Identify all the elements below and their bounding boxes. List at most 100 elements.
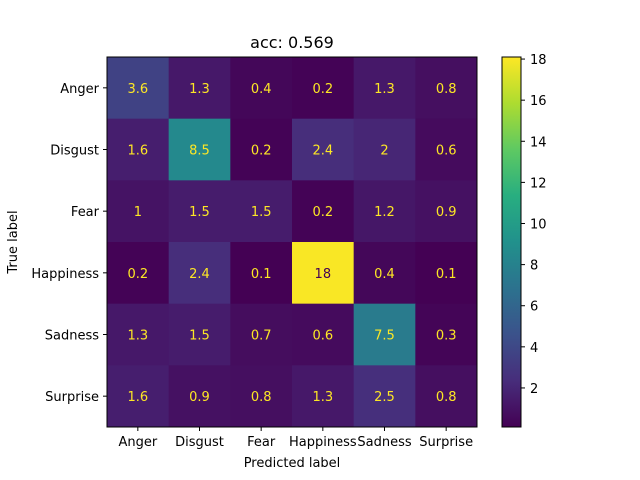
cell-value-label: 0.8 bbox=[251, 390, 272, 405]
cell-value-label: 0.7 bbox=[251, 329, 272, 344]
heatmap-cell bbox=[230, 57, 293, 120]
colorbar-ticks: 2 4 6 8 10 12 14 16 18 bbox=[521, 53, 547, 397]
heatmap-cell bbox=[353, 365, 416, 428]
cell-value-label: 1.5 bbox=[251, 205, 272, 220]
cell-value-label: 0.2 bbox=[127, 267, 148, 282]
heatmap-cell bbox=[353, 242, 416, 305]
colorbar-tick-label: 16 bbox=[530, 94, 547, 109]
heatmap-cell bbox=[107, 242, 170, 305]
x-axis-label: Predicted label bbox=[244, 456, 341, 471]
heatmap-cell bbox=[292, 242, 355, 305]
cell-value-label: 0.6 bbox=[312, 329, 333, 344]
cell-value-label: 1.6 bbox=[127, 390, 148, 405]
cell-value-label: 0.6 bbox=[436, 144, 457, 159]
cell-value-label: 2.4 bbox=[312, 144, 333, 159]
colorbar-tick-label: 10 bbox=[530, 218, 547, 233]
cell-value-label: 1.2 bbox=[374, 205, 395, 220]
heatmap-cell bbox=[415, 303, 478, 366]
cell-value-label: 0.2 bbox=[312, 82, 333, 97]
heatmap-cell bbox=[292, 180, 355, 243]
heatmap-cell bbox=[107, 180, 170, 243]
heatmap-cell bbox=[415, 57, 478, 120]
cell-value-label: 0.4 bbox=[251, 82, 272, 97]
y-tick-label: Disgust bbox=[50, 144, 99, 159]
heatmap-cell bbox=[168, 365, 231, 428]
cell-value-label: 0.8 bbox=[436, 390, 457, 405]
cell-value-label: 0.1 bbox=[251, 267, 272, 282]
cell-value-label: 0.2 bbox=[251, 144, 272, 159]
x-tick-label: Surprise bbox=[419, 435, 473, 450]
y-tick-label: Happiness bbox=[31, 267, 99, 282]
y-axis-label: True label bbox=[6, 210, 21, 274]
cell-value-label: 3.6 bbox=[127, 82, 148, 97]
heatmap-cell bbox=[292, 118, 355, 181]
cell-value-label: 0.9 bbox=[436, 205, 457, 220]
heatmap-cell bbox=[230, 303, 293, 366]
cell-value-label: 0.2 bbox=[312, 205, 333, 220]
heatmap-cell bbox=[415, 180, 478, 243]
y-tick-label: Anger bbox=[60, 82, 99, 97]
cell-value-label: 8.5 bbox=[189, 144, 210, 159]
cell-value-label: 1 bbox=[134, 205, 142, 220]
heatmap-cell bbox=[168, 118, 231, 181]
heatmap-cell bbox=[230, 242, 293, 305]
cell-value-label: 2.4 bbox=[189, 267, 210, 282]
heatmap-cell bbox=[415, 365, 478, 428]
heatmap-cell bbox=[230, 180, 293, 243]
heatmap-cell bbox=[415, 118, 478, 181]
heatmap-cells: 3.6 1.3 0.4 0.2 1.3 0.8 1.6 8.5 0.2 2.4 2 0.6 1 1.5 1.… bbox=[107, 57, 478, 428]
cell-value-label: 18 bbox=[315, 267, 332, 282]
cell-value-label: 0.3 bbox=[436, 329, 457, 344]
cell-value-label: 1.6 bbox=[127, 144, 148, 159]
colorbar-tick-label: 12 bbox=[530, 176, 547, 191]
colorbar-gradient bbox=[501, 56, 522, 428]
heatmap-cell bbox=[353, 180, 416, 243]
colorbar-tick-label: 18 bbox=[530, 53, 547, 68]
colorbar-tick-label: 4 bbox=[530, 341, 538, 356]
heatmap-cell bbox=[107, 118, 170, 181]
colorbar-tick-label: 8 bbox=[530, 259, 538, 274]
y-tick-label: Sadness bbox=[45, 329, 99, 344]
x-tick-label: Disgust bbox=[175, 435, 224, 450]
plot-frame bbox=[106, 56, 478, 428]
chart-title: acc: 0.569 bbox=[250, 33, 334, 52]
cell-value-label: 2.5 bbox=[374, 390, 395, 405]
y-tick-label: Surprise bbox=[45, 390, 99, 405]
x-axis-ticks: Anger Disgust Fear Happiness Sadness Surprise bbox=[118, 427, 473, 450]
x-tick-label: Fear bbox=[247, 435, 276, 450]
cell-value-label: 1.3 bbox=[312, 390, 333, 405]
heatmap-cell bbox=[230, 365, 293, 428]
heatmap-cell bbox=[107, 57, 170, 120]
cell-value-label: 0.8 bbox=[436, 82, 457, 97]
cell-value-label: 1.3 bbox=[127, 329, 148, 344]
heatmap-cell bbox=[292, 365, 355, 428]
heatmap-cell bbox=[353, 57, 416, 120]
cell-value-label: 2 bbox=[380, 144, 388, 159]
heatmap-cell bbox=[292, 303, 355, 366]
colorbar-tick-label: 14 bbox=[530, 135, 547, 150]
y-tick-label: Fear bbox=[71, 205, 100, 220]
heatmap-cell bbox=[415, 242, 478, 305]
cell-value-label: 0.1 bbox=[436, 267, 457, 282]
cell-value-label: 0.9 bbox=[189, 390, 210, 405]
heatmap-cell bbox=[168, 180, 231, 243]
y-axis-ticks: Anger Disgust Fear Happiness Sadness Surprise bbox=[31, 82, 107, 405]
heatmap-cell bbox=[353, 303, 416, 366]
x-tick-label: Sadness bbox=[357, 435, 411, 450]
colorbar-tick-label: 6 bbox=[530, 300, 538, 315]
heatmap-cell bbox=[292, 57, 355, 120]
heatmap-cell bbox=[107, 365, 170, 428]
heatmap-cell bbox=[107, 303, 170, 366]
colorbar: 2 4 6 8 10 12 14 16 18 bbox=[501, 53, 547, 428]
x-tick-label: Happiness bbox=[289, 435, 357, 450]
cell-value-label: 1.5 bbox=[189, 205, 210, 220]
cell-value-label: 1.3 bbox=[189, 82, 210, 97]
colorbar-tick-label: 2 bbox=[530, 382, 538, 397]
heatmap-cell bbox=[168, 303, 231, 366]
x-tick-label: Anger bbox=[118, 435, 157, 450]
cell-value-label: 1.3 bbox=[374, 82, 395, 97]
heatmap-cell bbox=[353, 118, 416, 181]
heatmap-cell bbox=[168, 57, 231, 120]
heatmap-cell bbox=[168, 242, 231, 305]
